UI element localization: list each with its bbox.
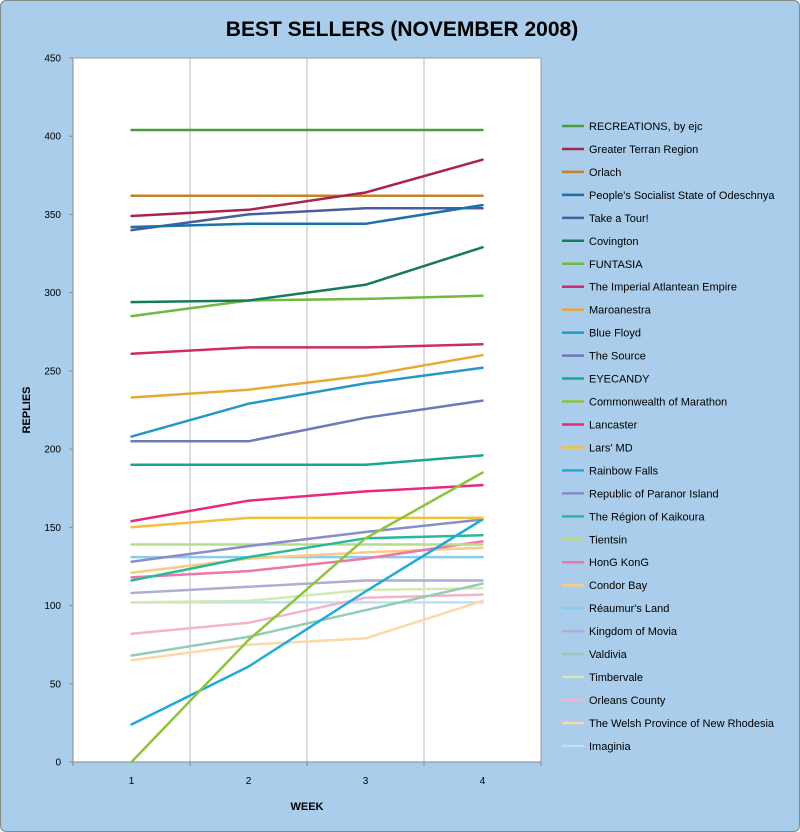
series-line xyxy=(130,533,484,582)
legend-label: Greater Terran Region xyxy=(589,144,698,156)
legend-label: Valdivia xyxy=(589,649,628,661)
legend-label: RECREATIONS, by ejc xyxy=(589,121,703,133)
series-line xyxy=(130,471,484,764)
legend-label: Lars' MD xyxy=(589,442,633,454)
series-line xyxy=(130,516,484,529)
legend-label: Orlach xyxy=(589,167,621,179)
y-tick-label: 200 xyxy=(44,445,61,456)
series-line xyxy=(130,454,484,467)
legend-label: Timbervale xyxy=(589,672,643,684)
legend-label: Rainbow Falls xyxy=(589,465,659,477)
series-line xyxy=(130,206,484,232)
x-tick-label: 1 xyxy=(129,776,135,787)
legend-label: Blue Floyd xyxy=(589,328,641,340)
legend-label: HonG KonG xyxy=(589,557,649,569)
legend-label: Covington xyxy=(589,236,639,248)
y-axis-label: REPLIES xyxy=(21,386,33,433)
legend-label: Réaumur's Land xyxy=(589,603,669,615)
series-line xyxy=(130,158,484,218)
y-tick-label: 250 xyxy=(44,366,61,377)
legend-label: Take a Tour! xyxy=(589,213,649,225)
axes: 0 50 100 150 200 250 300 350 400 450 1 2 3 4 xyxy=(44,54,542,787)
legend-label: Orleans County xyxy=(589,695,666,707)
x-axis-label: WEEK xyxy=(291,801,324,813)
y-tick-label: 400 xyxy=(44,132,61,143)
legend: RECREATIONS, by ejc Greater Terran Region… xyxy=(562,121,775,753)
legend-label: FUNTASIA xyxy=(589,259,643,271)
legend-label: Kingdom of Movia xyxy=(589,626,678,638)
legend-label: Maroanestra xyxy=(589,305,652,317)
legend-label: The Imperial Atlantean Empire xyxy=(589,282,737,294)
legend-label: The Welsh Province of New Rhodesia xyxy=(589,718,775,730)
series-line xyxy=(130,294,484,318)
series-lines xyxy=(130,128,484,764)
legend-label: Imaginia xyxy=(589,741,631,753)
legend-label: Republic of Paranor Island xyxy=(589,488,719,500)
y-tick-label: 300 xyxy=(44,288,61,299)
legend-label: Lancaster xyxy=(589,419,638,431)
series-line xyxy=(130,399,484,443)
legend-label: EYECANDY xyxy=(589,374,650,386)
x-tick-label: 2 xyxy=(246,776,252,787)
series-line xyxy=(130,483,484,523)
series-line xyxy=(130,579,484,595)
series-line xyxy=(130,587,484,604)
y-tick-label: 100 xyxy=(44,601,61,612)
legend-label: The Région of Kaikoura xyxy=(589,511,705,523)
y-tick-label: 350 xyxy=(44,210,61,221)
series-line xyxy=(130,343,484,355)
y-tick-label: 0 xyxy=(55,758,61,769)
x-tick-label: 4 xyxy=(480,776,486,787)
series-line xyxy=(130,518,484,726)
series-line xyxy=(130,540,484,579)
chart-title: BEST SELLERS (NOVEMBER 2008) xyxy=(226,18,578,41)
legend-label: People's Socialist State of Odeschnya xyxy=(589,190,775,202)
legend-label: The Source xyxy=(589,351,646,363)
series-line xyxy=(130,203,484,229)
x-tick-label: 3 xyxy=(363,776,369,787)
series-line xyxy=(130,353,484,399)
y-tick-label: 150 xyxy=(44,523,61,534)
y-tick-label: 50 xyxy=(50,679,62,690)
series-line xyxy=(130,246,484,304)
legend-label: Tientsin xyxy=(589,534,627,546)
series-line xyxy=(130,518,484,564)
series-line xyxy=(130,582,484,657)
legend-label: Commonwealth of Marathon xyxy=(589,397,727,409)
series-line xyxy=(130,599,484,662)
legend-label: Condor Bay xyxy=(589,580,648,592)
series-line xyxy=(130,366,484,438)
y-tick-label: 450 xyxy=(44,54,61,65)
